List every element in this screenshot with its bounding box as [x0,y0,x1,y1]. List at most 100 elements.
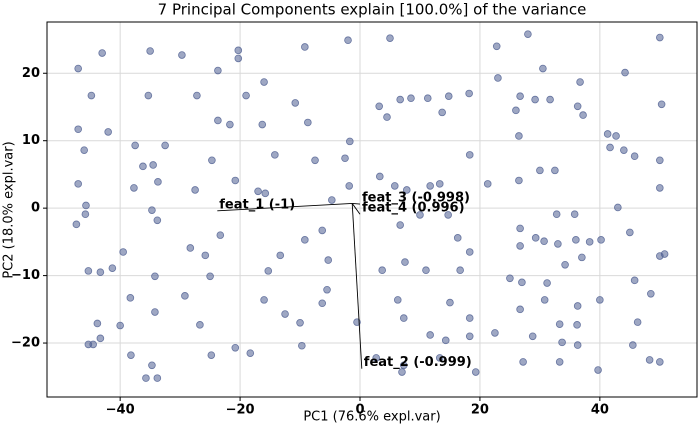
point [519,358,527,366]
point [446,298,454,307]
point [506,274,514,283]
point [444,92,453,100]
point [127,351,135,359]
point [104,128,112,136]
point [528,332,537,341]
point [206,272,214,281]
point [491,329,499,337]
point [186,244,195,252]
point [578,253,586,262]
point [656,156,664,165]
point [151,308,159,316]
point [375,102,383,111]
point [234,54,243,63]
point [108,264,117,272]
point [201,251,210,260]
x-tick-label: −40 [106,403,135,418]
point [515,176,523,185]
point [161,141,169,150]
point [301,236,309,244]
point [540,237,548,245]
point [276,251,285,260]
point [516,224,524,233]
point [585,238,594,246]
point [87,91,96,100]
point [606,143,614,152]
point [518,278,526,287]
point [318,226,327,235]
point [281,310,289,318]
point [341,154,349,163]
point [573,341,582,349]
point [216,231,225,239]
point [181,292,189,300]
point [261,189,270,198]
point [386,34,394,42]
point [324,256,333,264]
y-axis-label: PC2 (18.0% expl.var) [2,141,17,278]
point [633,318,642,326]
point [647,290,655,298]
point [74,64,82,73]
point [626,228,634,237]
point [144,91,153,100]
point [594,366,602,374]
point [375,172,384,181]
point [656,358,664,366]
point [426,182,434,190]
point [579,111,587,119]
point [516,242,524,250]
point [393,296,402,304]
point [72,220,81,229]
point [153,374,162,382]
point [576,78,584,86]
point [573,102,582,111]
loading-label: feat_4 (0.996) [362,201,465,216]
loading-arrow [351,203,361,215]
point [148,361,156,370]
point [516,92,524,100]
point [620,146,628,154]
point [260,78,268,86]
point [524,30,532,38]
point [89,340,97,349]
point [131,141,139,150]
point [318,299,327,308]
point [612,132,620,140]
point [483,180,492,188]
point [153,216,162,225]
point [492,42,501,51]
point [629,341,637,349]
point [555,358,564,366]
point [231,343,240,352]
point [396,221,404,229]
point [416,211,424,219]
point [656,252,664,260]
loading-arrow [217,202,353,212]
chart-title: 7 Principal Components explain [100.0%] … [158,1,587,19]
point [323,285,331,294]
point [444,211,452,219]
point [543,279,551,287]
point [656,184,664,192]
point [130,184,138,192]
point [344,36,352,45]
point [422,266,430,275]
point [465,151,474,159]
y-tick-label: 20 [22,66,40,81]
point [81,210,90,219]
point [345,182,354,190]
point [372,354,380,362]
x-tick-label: −20 [226,403,255,418]
point [494,74,502,82]
point [139,162,147,171]
point [465,332,474,341]
x-tick-label: 40 [591,403,609,418]
y-tick-label: 0 [31,201,40,216]
point [572,236,580,244]
plot-frame [46,21,698,398]
point [515,132,523,140]
point [142,374,150,382]
point [657,100,666,109]
